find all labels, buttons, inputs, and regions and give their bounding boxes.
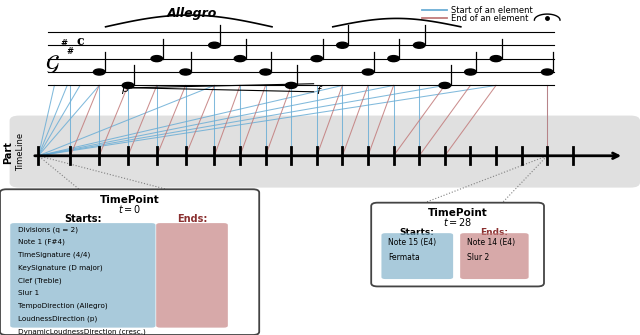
Circle shape xyxy=(337,42,348,48)
Text: Clef (Treble): Clef (Treble) xyxy=(18,277,61,284)
Text: Starts:: Starts: xyxy=(64,214,102,224)
Circle shape xyxy=(260,69,271,75)
Text: Start of an element: Start of an element xyxy=(451,6,533,14)
Circle shape xyxy=(209,42,220,48)
Text: Ends:: Ends: xyxy=(481,228,508,237)
Text: TempoDirection (Allegro): TempoDirection (Allegro) xyxy=(18,303,108,309)
Text: LoudnessDirection (p): LoudnessDirection (p) xyxy=(18,315,97,322)
Circle shape xyxy=(180,69,191,75)
Circle shape xyxy=(439,82,451,88)
FancyBboxPatch shape xyxy=(10,116,640,188)
FancyBboxPatch shape xyxy=(460,233,529,279)
FancyBboxPatch shape xyxy=(0,189,259,335)
FancyBboxPatch shape xyxy=(371,203,544,286)
Text: Note 1 (F#4): Note 1 (F#4) xyxy=(18,239,65,246)
Text: TimeLine: TimeLine xyxy=(16,133,25,172)
Text: Slur 2: Slur 2 xyxy=(467,253,490,262)
Text: #: # xyxy=(67,48,74,56)
Text: $p$: $p$ xyxy=(120,84,129,96)
Text: Note 15 (E4): Note 15 (E4) xyxy=(388,238,436,247)
Text: Slur 1: Slur 1 xyxy=(18,290,39,296)
Text: $\mathcal{G}$: $\mathcal{G}$ xyxy=(45,53,60,74)
Text: End of an element: End of an element xyxy=(451,14,529,23)
Text: $t = 0$: $t = 0$ xyxy=(118,203,141,215)
FancyBboxPatch shape xyxy=(156,223,228,328)
FancyBboxPatch shape xyxy=(10,223,156,328)
Circle shape xyxy=(362,69,374,75)
Text: Allegro: Allegro xyxy=(167,7,217,20)
Circle shape xyxy=(490,56,502,62)
Text: Starts:: Starts: xyxy=(400,228,435,237)
Text: Part: Part xyxy=(3,141,13,164)
Circle shape xyxy=(122,82,134,88)
Text: KeySignature (D major): KeySignature (D major) xyxy=(18,264,102,271)
Text: $t = 28$: $t = 28$ xyxy=(443,216,472,228)
Circle shape xyxy=(541,69,553,75)
Text: #: # xyxy=(61,39,67,48)
Text: $f$: $f$ xyxy=(316,84,324,96)
Circle shape xyxy=(465,69,476,75)
Text: DynamicLoudnessDirection (cresc.): DynamicLoudnessDirection (cresc.) xyxy=(18,328,146,335)
Text: Ends:: Ends: xyxy=(177,214,207,224)
Text: TimeSignature (4/4): TimeSignature (4/4) xyxy=(18,252,90,258)
Text: Fermata: Fermata xyxy=(388,253,420,262)
Text: TimePoint: TimePoint xyxy=(100,195,159,205)
FancyBboxPatch shape xyxy=(381,233,453,279)
Circle shape xyxy=(311,56,323,62)
Circle shape xyxy=(388,56,399,62)
Text: TimePoint: TimePoint xyxy=(428,208,488,218)
Circle shape xyxy=(93,69,105,75)
Circle shape xyxy=(413,42,425,48)
Circle shape xyxy=(151,56,163,62)
Circle shape xyxy=(234,56,246,62)
Circle shape xyxy=(285,82,297,88)
Text: Divisions (q = 2): Divisions (q = 2) xyxy=(18,226,78,233)
Text: Note 14 (E4): Note 14 (E4) xyxy=(467,238,515,247)
Text: c: c xyxy=(76,36,84,48)
